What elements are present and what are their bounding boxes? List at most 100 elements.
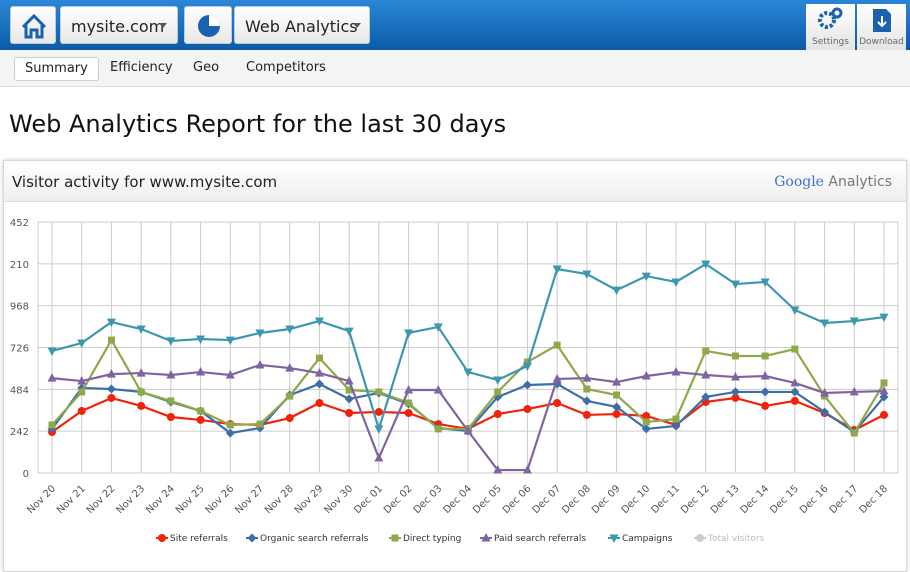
settings-label: Settings <box>812 37 849 47</box>
point <box>731 352 739 360</box>
point <box>196 335 206 345</box>
point <box>880 410 888 419</box>
point <box>701 260 711 270</box>
x-tick-label: Dec 18 <box>857 483 890 516</box>
point <box>612 402 622 412</box>
point <box>612 286 622 296</box>
point <box>582 270 592 280</box>
x-tick-label: Nov 30 <box>322 483 355 516</box>
point <box>136 325 146 335</box>
x-tick-label: Dec 13 <box>709 483 742 516</box>
point <box>196 367 206 376</box>
tab[interactable]: Summary <box>14 57 99 81</box>
brand-product: Analytics <box>828 174 892 190</box>
x-tick-label: Dec 06 <box>501 483 534 516</box>
point <box>672 415 680 423</box>
point <box>849 317 859 327</box>
x-tick-label: Dec 11 <box>649 483 682 516</box>
y-tick-label: 968 <box>10 302 29 313</box>
point <box>493 376 503 385</box>
point <box>641 272 651 282</box>
point <box>404 329 414 338</box>
point <box>671 367 681 376</box>
point <box>820 319 830 328</box>
point <box>671 421 681 431</box>
point <box>166 337 176 346</box>
point <box>760 278 770 287</box>
point <box>285 414 294 423</box>
point <box>344 327 354 337</box>
page-heading: Web Analytics Report for the last 30 day… <box>9 110 507 138</box>
tab[interactable]: Competitors <box>246 60 326 75</box>
point <box>879 386 889 395</box>
point <box>702 347 710 355</box>
x-tick-label: Dec 08 <box>560 483 593 516</box>
point <box>761 352 769 360</box>
brand-logo: Google Analytics <box>774 174 892 190</box>
point <box>286 392 294 400</box>
point <box>820 407 830 417</box>
point <box>314 368 324 377</box>
point <box>553 341 561 349</box>
point <box>790 306 800 315</box>
point <box>493 410 502 419</box>
point <box>225 428 235 438</box>
home-icon <box>21 13 47 39</box>
point <box>255 329 265 338</box>
point <box>167 397 175 405</box>
point <box>434 425 442 433</box>
point <box>761 401 770 410</box>
settings-button[interactable]: Settings <box>806 4 855 50</box>
site-dropdown[interactable]: mysite.com <box>60 6 178 44</box>
point <box>522 465 532 474</box>
y-tick-label: 452 <box>10 218 29 229</box>
point <box>820 387 830 397</box>
x-tick-label: Nov 22 <box>85 483 118 516</box>
legend-label: Direct typing <box>403 534 461 544</box>
app-dropdown[interactable]: Web Analytics <box>234 6 370 44</box>
download-label: Download <box>859 37 904 47</box>
x-tick-label: Dec 10 <box>620 483 653 516</box>
point <box>77 406 86 415</box>
point <box>374 407 383 416</box>
point <box>522 380 532 390</box>
point <box>225 369 235 379</box>
home-button[interactable] <box>10 6 56 44</box>
point <box>730 387 740 397</box>
point <box>107 336 115 344</box>
legend-label: Site referrals <box>170 534 228 544</box>
top-bar: mysite.com Web Analytics Settings Downlo… <box>0 0 910 50</box>
point <box>314 379 324 389</box>
tab[interactable]: Geo <box>193 60 220 75</box>
x-tick-label: Dec 12 <box>679 483 712 516</box>
point <box>701 392 711 402</box>
y-tick-label: 0 <box>23 469 29 480</box>
point <box>613 391 621 399</box>
point <box>879 392 889 402</box>
tab[interactable]: Efficiency <box>110 60 173 75</box>
point <box>790 387 800 397</box>
point <box>256 420 264 428</box>
point <box>315 354 323 362</box>
x-tick-label: Dec 05 <box>471 483 504 516</box>
x-tick-label: Nov 25 <box>174 483 207 516</box>
point <box>344 376 354 385</box>
point <box>315 398 324 407</box>
point <box>731 393 740 402</box>
caret <box>353 23 361 28</box>
x-tick-label: Dec 03 <box>412 483 445 516</box>
x-tick-label: Nov 21 <box>55 483 88 516</box>
point <box>226 421 234 429</box>
point <box>553 398 562 407</box>
point <box>78 388 86 396</box>
y-tick-label: 484 <box>10 385 29 396</box>
x-tick-label: Dec 04 <box>441 483 474 516</box>
point <box>433 323 443 332</box>
download-icon <box>873 9 891 32</box>
point <box>404 385 414 394</box>
app-icon-button[interactable] <box>184 6 232 44</box>
point <box>374 452 384 462</box>
x-tick-label: Dec 01 <box>352 483 385 516</box>
download-button[interactable]: Download <box>857 4 906 50</box>
